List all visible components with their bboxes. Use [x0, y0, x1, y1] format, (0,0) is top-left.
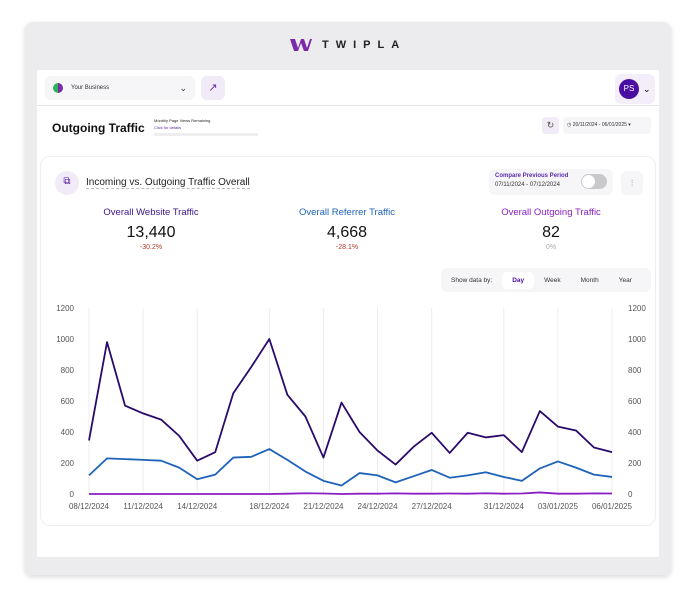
y-tick-label-left: 1200 [56, 304, 74, 313]
x-tick-label: 06/01/2025 [592, 502, 633, 511]
business-selector[interactable]: Your Business ⌄ [45, 76, 195, 100]
chart-icon[interactable]: ⧉ [55, 171, 79, 195]
metric-outgoing-traffic: Overall Outgoing Traffic 82 0% [461, 207, 641, 251]
metric-label: Overall Website Traffic [103, 207, 199, 218]
x-tick-label: 18/12/2024 [249, 502, 290, 511]
x-tick-label: 11/12/2024 [123, 502, 163, 511]
series-line [89, 491, 613, 495]
page-views-quota: Monthly Page Views Remaining Click for d… [154, 118, 258, 136]
x-tick-label: 31/12/2024 [484, 502, 525, 511]
y-tick-label-left: 400 [61, 428, 75, 437]
page-header: Outgoing Traffic Monthly Page Views Rema… [37, 110, 659, 144]
quota-details-link[interactable]: Click for details [154, 125, 182, 130]
y-tick-label-left: 0 [70, 490, 75, 499]
filter-settings-button[interactable]: ⫶ [621, 171, 643, 195]
x-tick-label: 08/12/2024 [69, 502, 110, 511]
x-tick-label: 03/01/2025 [538, 502, 579, 511]
chevron-down-icon: ⌄ [643, 83, 651, 94]
business-icon [53, 83, 63, 93]
top-bar: Your Business ⌄ ↗ PS ⌄ [37, 70, 659, 106]
page-title: Outgoing Traffic [52, 121, 145, 135]
external-link-button[interactable]: ↗ [201, 76, 225, 100]
metric-change: -30.2% [139, 244, 163, 251]
y-tick-label-left: 600 [61, 397, 75, 406]
x-tick-label: 21/12/2024 [303, 502, 344, 511]
clock-icon: ◷ [567, 122, 573, 128]
show-by-label: Show data by: [451, 276, 493, 284]
metric-referrer-traffic: Overall Referrer Traffic 4,668 -28.1% [257, 207, 437, 251]
chevron-down-icon: ⌄ [179, 82, 187, 93]
y-tick-label-right: 1000 [628, 335, 646, 344]
date-range: 20/11/2024 - 06/01/2025 [572, 122, 627, 128]
show-by-month[interactable]: Month [580, 276, 599, 284]
metric-value: 82 [542, 224, 560, 241]
metric-label: Overall Referrer Traffic [299, 207, 395, 218]
y-tick-label-left: 200 [61, 459, 75, 468]
x-tick-label: 24/12/2024 [358, 502, 399, 511]
y-tick-label-left: 1000 [56, 335, 74, 344]
date-range-picker[interactable]: ◷ 20/11/2024 - 06/01/2025 ▾ [563, 117, 651, 134]
y-tick-label-right: 600 [628, 397, 642, 406]
y-tick-label-left: 800 [61, 366, 75, 375]
metric-change: 0% [545, 244, 557, 251]
metric-label: Overall Outgoing Traffic [501, 207, 601, 218]
user-menu[interactable]: PS ⌄ [615, 74, 655, 104]
compare-toggle[interactable] [581, 174, 607, 189]
y-tick-label-right: 0 [628, 490, 633, 499]
compare-label: Compare Previous Period [495, 173, 569, 179]
series-line [88, 338, 613, 466]
show-by-week[interactable]: Week [544, 276, 561, 284]
compare-range: 07/11/2024 - 07/12/2024 [495, 182, 560, 188]
metric-website-traffic: Overall Website Traffic 13,440 -30.2% [61, 207, 241, 251]
avatar: PS [619, 79, 639, 99]
metric-change: -28.1% [335, 244, 359, 251]
logo-text: TWIPLA [322, 39, 407, 51]
show-by-day[interactable]: Day [502, 271, 535, 289]
metric-value: 13,440 [126, 224, 176, 241]
series-line [88, 448, 613, 487]
quota-label: Monthly Page Views Remaining [154, 118, 211, 123]
card-title: Incoming vs. Outgoing Traffic Overall [86, 177, 250, 189]
quota-bar [154, 133, 258, 136]
sliders-icon: ⫶ [630, 178, 634, 188]
twipla-logo-icon [290, 39, 312, 51]
compare-previous-period: Compare Previous Period 07/11/2024 - 07/… [489, 169, 613, 195]
x-tick-label: 27/12/2024 [412, 502, 453, 511]
business-name: Your Business [71, 85, 110, 91]
external-link-icon: ↗ [208, 82, 218, 94]
y-tick-label-right: 1200 [628, 304, 646, 313]
metric-value: 4,668 [326, 224, 368, 241]
y-tick-label-right: 800 [628, 366, 642, 375]
x-tick-label: 14/12/2024 [177, 502, 218, 511]
logo: TWIPLA [290, 38, 406, 52]
refresh-icon: ↻ [546, 120, 555, 130]
refresh-button[interactable]: ↻ [542, 117, 559, 134]
y-tick-label-right: 200 [628, 459, 642, 468]
show-by-year[interactable]: Year [618, 276, 632, 284]
y-tick-label-right: 400 [628, 428, 642, 437]
show-data-by: Show data by: Day Week Month Year [441, 268, 651, 292]
